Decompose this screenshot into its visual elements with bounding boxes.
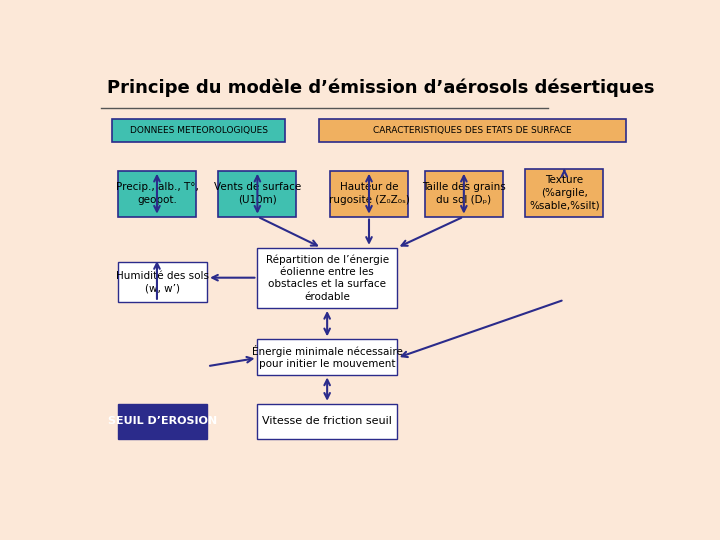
- FancyBboxPatch shape: [258, 404, 397, 439]
- FancyBboxPatch shape: [330, 171, 408, 217]
- Text: Texture
(%argile,
%sable,%silt): Texture (%argile, %sable,%silt): [529, 176, 600, 210]
- Text: SEUIL D’EROSION: SEUIL D’EROSION: [108, 416, 217, 427]
- FancyBboxPatch shape: [118, 262, 207, 302]
- FancyBboxPatch shape: [319, 119, 626, 141]
- Text: Vitesse de friction seuil: Vitesse de friction seuil: [262, 416, 392, 427]
- FancyBboxPatch shape: [118, 404, 207, 439]
- Text: Humidité des sols
(w, w’): Humidité des sols (w, w’): [116, 271, 209, 293]
- FancyBboxPatch shape: [118, 171, 196, 217]
- FancyBboxPatch shape: [258, 248, 397, 308]
- Text: Répartition de l’énergie
éolienne entre les
obstacles et la surface
érodable: Répartition de l’énergie éolienne entre …: [266, 254, 389, 302]
- FancyBboxPatch shape: [258, 339, 397, 375]
- FancyBboxPatch shape: [425, 171, 503, 217]
- Text: Énergie minimale nécessaire
pour initier le mouvement: Énergie minimale nécessaire pour initier…: [252, 345, 402, 369]
- Text: Principe du modèle d’émission d’aérosols désertiques: Principe du modèle d’émission d’aérosols…: [107, 78, 654, 97]
- Text: Hauteur de
rugosite (Z₀Z₀ₛ): Hauteur de rugosite (Z₀Z₀ₛ): [328, 183, 410, 205]
- Text: Vents de surface
(U10m): Vents de surface (U10m): [214, 183, 301, 205]
- Text: DONNEES METEOROLOGIQUES: DONNEES METEOROLOGIQUES: [130, 126, 268, 135]
- FancyBboxPatch shape: [526, 168, 603, 217]
- FancyBboxPatch shape: [112, 119, 285, 141]
- Text: Taille des grains
du sol (Dₚ): Taille des grains du sol (Dₚ): [422, 183, 505, 205]
- FancyBboxPatch shape: [218, 171, 297, 217]
- Text: CARACTERISTIQUES DES ETATS DE SURFACE: CARACTERISTIQUES DES ETATS DE SURFACE: [373, 126, 572, 135]
- Text: Precip., alb., T°,
geopot.: Precip., alb., T°, geopot.: [115, 183, 199, 205]
